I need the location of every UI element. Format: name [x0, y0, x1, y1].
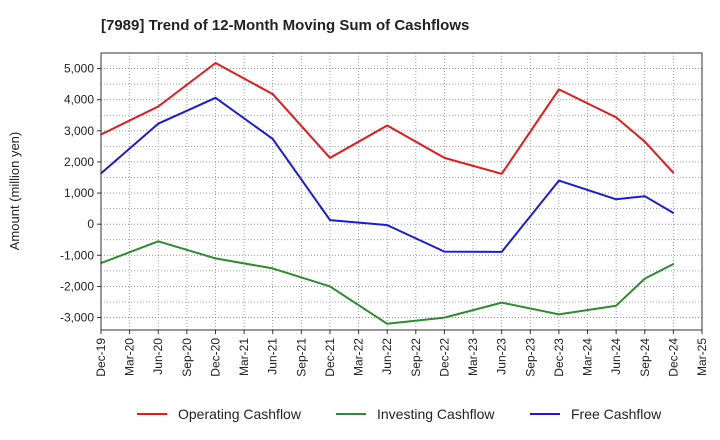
chart-title: [7989] Trend of 12-Month Moving Sum of C… — [101, 17, 469, 34]
x-tick-label: Mar-23 — [466, 338, 480, 376]
x-tick-label: Dec-21 — [323, 338, 337, 377]
investing-cashflow-point — [643, 277, 646, 280]
y-tick-label: 2,000 — [64, 155, 94, 169]
x-tick-label: Dec-22 — [437, 338, 451, 377]
x-tick-label: Jun-21 — [266, 338, 280, 375]
y-axis-label: Amount (million yen) — [7, 132, 22, 251]
free-cashflow-line — [100, 96, 674, 253]
free-cashflow-point — [672, 212, 675, 214]
x-tick-label: Jun-20 — [151, 338, 165, 375]
x-tick-label: Mar-24 — [581, 338, 595, 376]
investing-cashflow-point — [672, 263, 675, 265]
y-tick-label: 0 — [87, 217, 94, 231]
x-tick-label: Mar-21 — [237, 338, 251, 376]
legend: Operating Cashflow Investing Cashflow Free… — [137, 406, 662, 422]
free-cashflow-point — [643, 195, 646, 197]
legend-label-operating-cashflow: Operating Cashflow — [178, 406, 302, 422]
x-tick-label: Mar-20 — [123, 338, 137, 376]
operating-cashflow-point — [558, 88, 560, 91]
x-tick-label: Sep-21 — [294, 338, 308, 377]
x-tick-label: Dec-19 — [94, 338, 108, 377]
investing-cashflow-point — [386, 322, 388, 325]
y-tick-label: 4,000 — [64, 93, 94, 107]
free-cashflow-point — [615, 198, 617, 201]
free-cashflow-point — [214, 97, 217, 99]
y-tick-label: 5,000 — [64, 62, 94, 76]
investing-cashflow-point — [615, 304, 617, 307]
operating-cashflow-point — [157, 105, 160, 108]
x-tick-label: Dec-23 — [552, 338, 566, 377]
grid-lines — [100, 53, 703, 330]
legend-label-free-cashflow: Free Cashflow — [571, 406, 662, 422]
free-cashflow-point — [558, 179, 560, 182]
legend-label-investing-cashflow: Investing Cashflow — [377, 406, 495, 422]
y-tick-label: -3,000 — [60, 311, 94, 325]
investing-cashflow-line — [100, 240, 674, 325]
operating-cashflow-point — [443, 157, 446, 159]
investing-cashflow-point — [329, 285, 331, 288]
investing-cashflow-point — [558, 313, 560, 316]
operating-cashflow-point — [386, 124, 388, 127]
operating-cashflow-point — [214, 62, 217, 64]
x-tick-label: Jun-23 — [495, 338, 509, 375]
free-cashflow-point — [157, 122, 160, 125]
x-tick-label: Dec-24 — [666, 338, 680, 377]
investing-cashflow-point — [214, 257, 217, 260]
operating-cashflow-point — [643, 140, 646, 143]
free-cashflow-point — [271, 138, 274, 140]
operating-cashflow-line — [100, 62, 675, 175]
operating-cashflow-point — [329, 157, 331, 159]
x-tick-label: Sep-23 — [523, 338, 537, 377]
x-tick-label: Mar-25 — [695, 338, 709, 376]
y-tick-label: -2,000 — [60, 279, 94, 293]
x-tick-label: Jun-22 — [380, 338, 394, 375]
investing-cashflow-point — [500, 301, 503, 304]
x-tick-label: Dec-20 — [208, 338, 222, 377]
x-tick-label: Sep-20 — [180, 338, 194, 377]
free-cashflow-point — [386, 224, 388, 226]
plot-frame — [100, 52, 703, 331]
x-tick-label: Mar-22 — [352, 338, 366, 376]
investing-cashflow-point — [443, 316, 446, 319]
operating-cashflow-point — [672, 172, 675, 174]
x-tick-label: Sep-22 — [409, 338, 423, 377]
free-cashflow-point — [500, 251, 503, 253]
free-cashflow-point — [329, 219, 331, 221]
axes: -3,000 -2,000 -1,000 0 1,000 2,000 3,000 4,000 5… — [60, 52, 709, 377]
series-lines — [100, 62, 675, 325]
y-tick-label: -1,000 — [60, 248, 94, 262]
operating-cashflow-point — [271, 93, 274, 95]
operating-cashflow-point — [615, 116, 617, 119]
y-tick-label: 1,000 — [64, 186, 94, 200]
x-tick-label: Jun-24 — [609, 338, 623, 375]
investing-cashflow-point — [271, 267, 274, 270]
free-cashflow-point — [443, 250, 446, 253]
x-tick-label: Sep-24 — [638, 338, 652, 377]
investing-cashflow-point — [157, 240, 160, 243]
y-tick-label: 3,000 — [64, 124, 94, 138]
operating-cashflow-point — [500, 172, 503, 175]
